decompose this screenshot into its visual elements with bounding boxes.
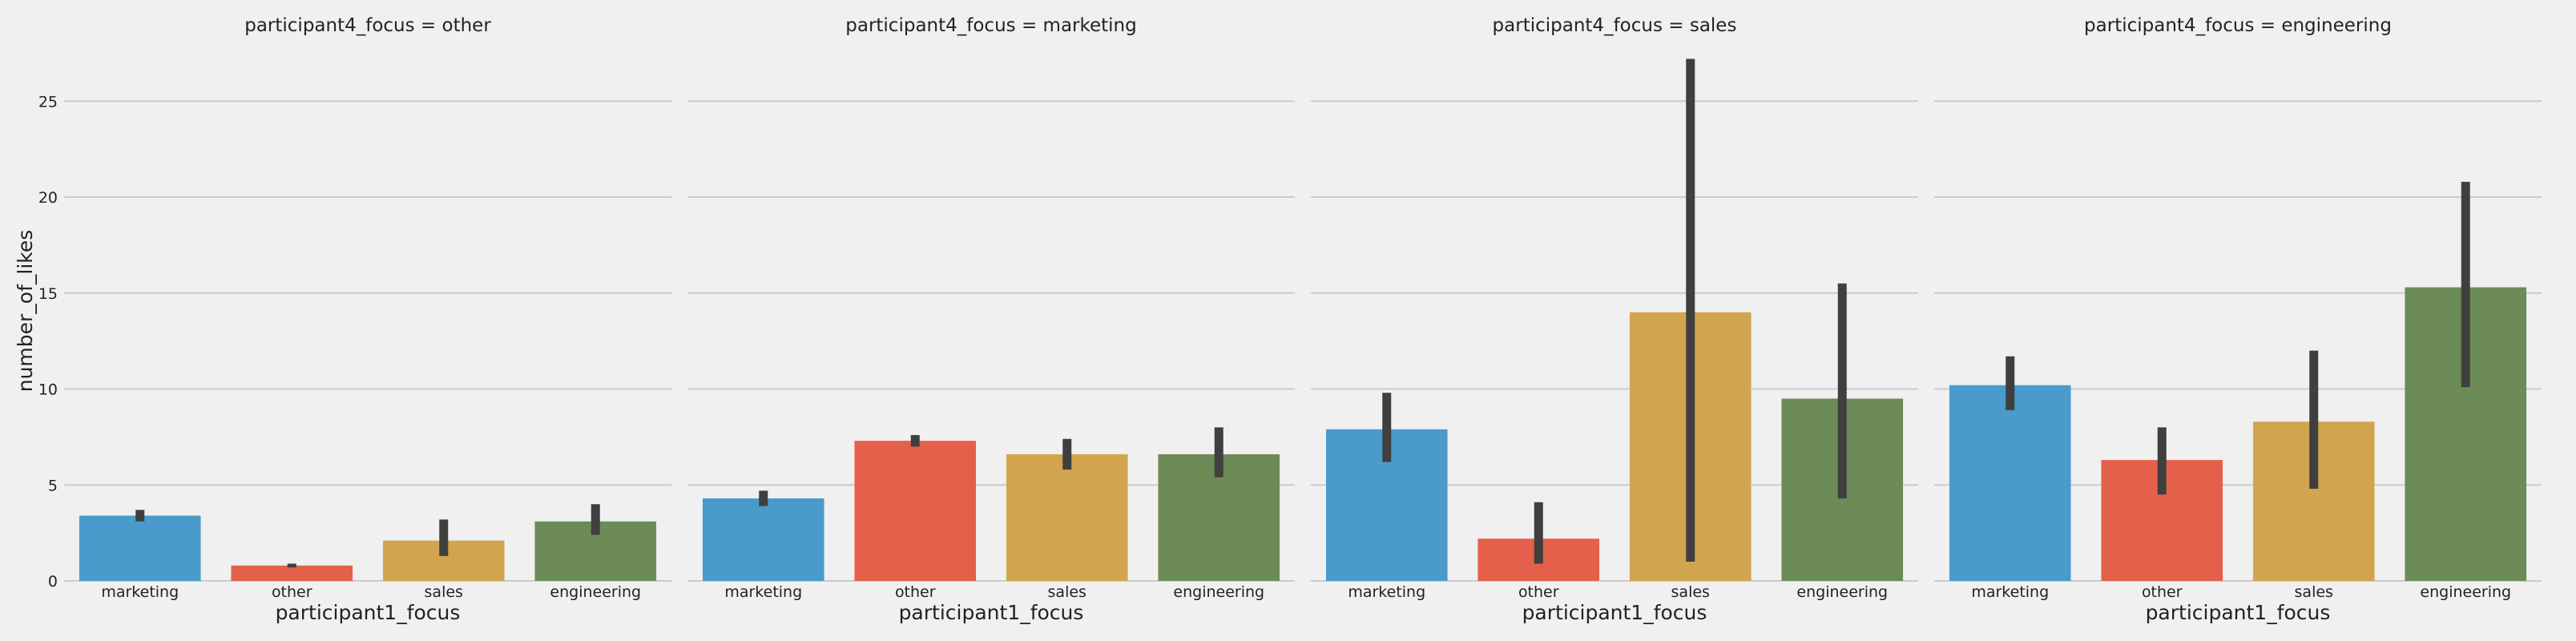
x-axis-label: participant1_focus: [276, 601, 461, 624]
x-tick-label: other: [895, 583, 936, 601]
bar-other: [854, 441, 977, 581]
x-tick-label: marketing: [101, 583, 179, 601]
x-tick-label: engineering: [1796, 583, 1888, 601]
x-tick-label: sales: [1048, 583, 1086, 601]
y-tick-label: 20: [38, 189, 58, 207]
panel-title: participant4_focus = marketing: [845, 15, 1136, 36]
x-axis-label: participant1_focus: [2146, 601, 2331, 624]
x-tick-label: engineering: [1173, 583, 1264, 601]
x-tick-label: sales: [2295, 583, 2333, 601]
x-tick-label: marketing: [1971, 583, 2049, 601]
bar-sales: [1006, 454, 1128, 581]
x-tick-label: engineering: [2420, 583, 2511, 601]
x-tick-label: sales: [1671, 583, 1710, 601]
y-tick-label: 10: [38, 381, 58, 399]
panel-title: participant4_focus = engineering: [2084, 15, 2392, 36]
panel-title: participant4_focus = sales: [1493, 15, 1737, 36]
x-tick-label: other: [2142, 583, 2183, 601]
y-tick-label: 0: [48, 573, 58, 591]
x-axis-label: participant1_focus: [899, 601, 1084, 624]
bar-marketing: [702, 498, 824, 581]
y-tick-label: 25: [38, 93, 58, 111]
x-tick-label: other: [1518, 583, 1559, 601]
x-tick-label: marketing: [1348, 583, 1425, 601]
x-tick-label: engineering: [550, 583, 641, 601]
y-axis-label: number_of_likes: [14, 230, 37, 393]
panel-title: participant4_focus = other: [244, 15, 491, 36]
x-axis-label: participant1_focus: [1522, 601, 1707, 624]
bar-marketing: [1949, 385, 2071, 581]
x-tick-label: other: [272, 583, 312, 601]
x-tick-label: marketing: [724, 583, 802, 601]
x-tick-label: sales: [425, 583, 463, 601]
y-tick-label: 15: [38, 285, 58, 303]
bar-marketing: [79, 515, 201, 581]
y-tick-label: 5: [48, 477, 58, 494]
bar-other: [231, 565, 353, 581]
